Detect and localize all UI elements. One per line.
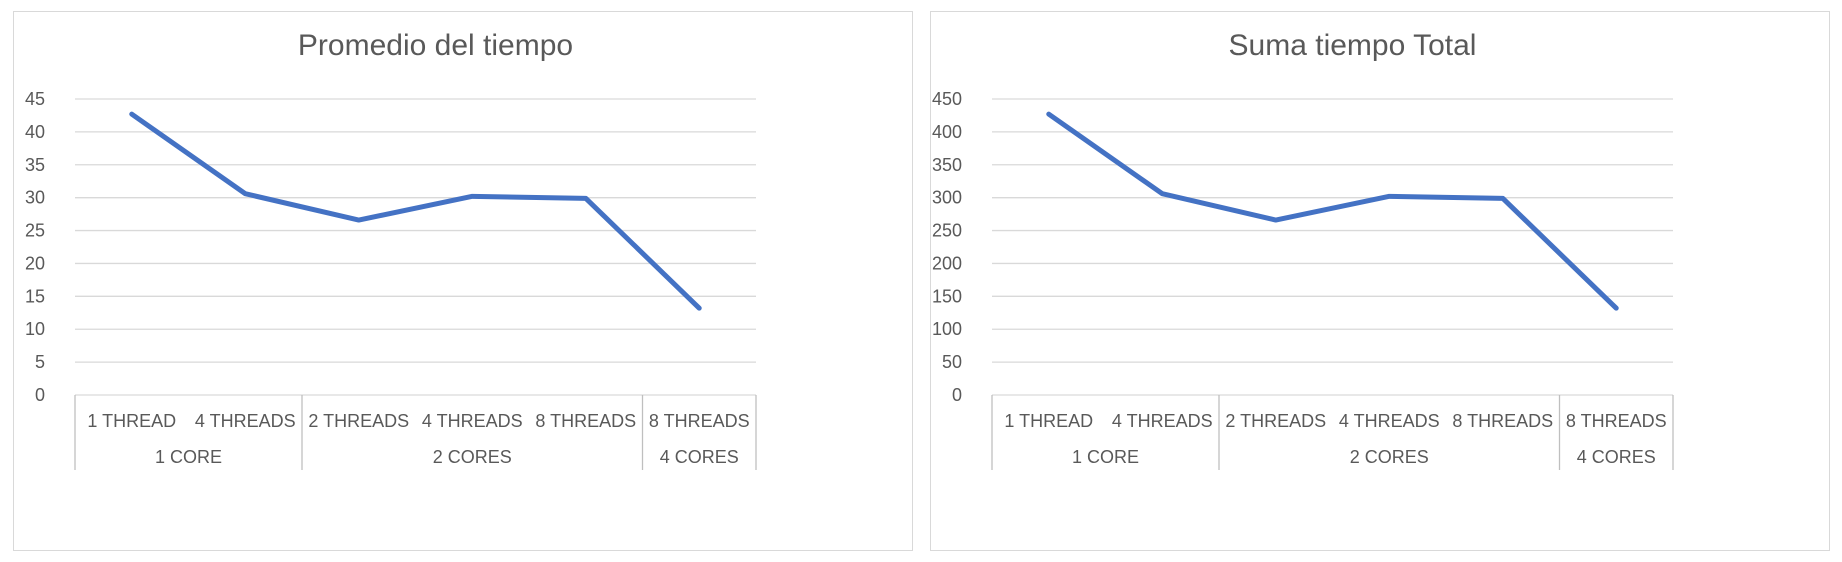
x-group-label: 4 CORES — [660, 447, 739, 467]
chart-title: Promedio del tiempo — [298, 29, 573, 62]
x-group-label: 4 CORES — [1577, 447, 1656, 467]
y-tick-label: 0 — [952, 385, 962, 405]
x-category-label: 2 THREADS — [308, 411, 409, 431]
y-tick-label: 5 — [35, 352, 45, 372]
y-tick-label: 35 — [25, 155, 45, 175]
y-tick-label: 25 — [25, 221, 45, 241]
x-category-label: 8 THREADS — [649, 411, 750, 431]
chart-title: Suma tiempo Total — [1229, 29, 1477, 62]
y-tick-label: 50 — [942, 352, 962, 372]
line-chart-suma: Suma tiempo Total 0 50 100 150 200 250 300 350 40… — [932, 29, 1674, 470]
y-tick-label: 0 — [35, 385, 45, 405]
x-category-label: 2 THREADS — [1225, 411, 1326, 431]
x-group-label: 1 CORE — [1072, 447, 1139, 467]
x-category-label: 8 THREADS — [1452, 411, 1553, 431]
x-category-label: 8 THREADS — [535, 411, 636, 431]
x-category-label: 8 THREADS — [1566, 411, 1667, 431]
x-category-label: 1 THREAD — [1004, 411, 1093, 431]
x-group-label: 1 CORE — [155, 447, 222, 467]
y-tick-label: 30 — [25, 188, 45, 208]
y-tick-label: 300 — [932, 188, 962, 208]
x-category-label: 4 THREADS — [422, 411, 523, 431]
y-tick-label: 150 — [932, 286, 962, 306]
x-category-label: 4 THREADS — [1339, 411, 1440, 431]
y-tick-label: 15 — [25, 286, 45, 306]
y-tick-label: 200 — [932, 253, 962, 273]
chart-panel-promedio: Promedio del tiempo 0 5 10 15 20 25 30 35 40 45 1 T… — [13, 11, 913, 551]
x-group-label: 2 CORES — [1350, 447, 1429, 467]
series-line — [129, 111, 702, 311]
x-category-label: 1 THREAD — [87, 411, 176, 431]
y-tick-label: 100 — [932, 319, 962, 339]
x-category-label: 4 THREADS — [1112, 411, 1213, 431]
x-category-label: 4 THREADS — [195, 411, 296, 431]
y-tick-label: 10 — [25, 319, 45, 339]
y-tick-label: 20 — [25, 253, 45, 273]
y-tick-label: 350 — [932, 155, 962, 175]
y-tick-label: 40 — [25, 122, 45, 142]
y-tick-label: 400 — [932, 122, 962, 142]
chart-panel-suma: Suma tiempo Total 0 50 100 150 200 250 300 350 40… — [930, 11, 1830, 551]
line-chart-promedio: Promedio del tiempo 0 5 10 15 20 25 30 35 40 45 1 T… — [25, 29, 757, 470]
y-tick-label: 45 — [25, 89, 45, 109]
x-group-label: 2 CORES — [433, 447, 512, 467]
y-tick-label: 250 — [932, 221, 962, 241]
y-tick-label: 450 — [932, 89, 962, 109]
series-line — [1046, 111, 1619, 311]
